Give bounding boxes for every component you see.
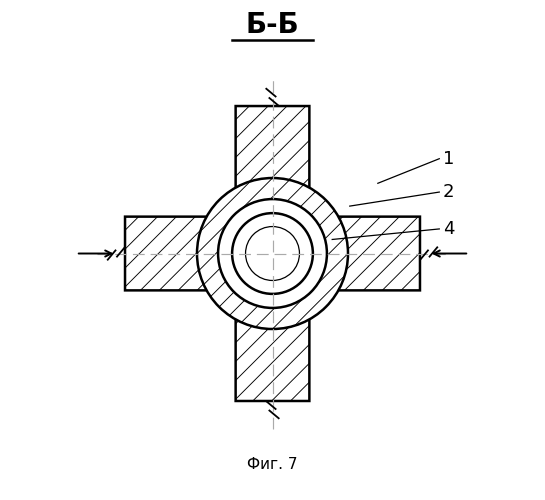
Polygon shape bbox=[272, 216, 420, 290]
Polygon shape bbox=[125, 216, 272, 290]
Text: 1: 1 bbox=[443, 150, 454, 168]
Circle shape bbox=[246, 227, 299, 280]
Text: Б-Б: Б-Б bbox=[246, 12, 299, 40]
Circle shape bbox=[218, 199, 327, 308]
Text: Фиг. 7: Фиг. 7 bbox=[247, 456, 298, 471]
Polygon shape bbox=[235, 254, 310, 401]
Text: 4: 4 bbox=[443, 220, 455, 238]
Text: 2: 2 bbox=[443, 183, 455, 201]
Polygon shape bbox=[235, 106, 310, 254]
Circle shape bbox=[197, 178, 348, 329]
